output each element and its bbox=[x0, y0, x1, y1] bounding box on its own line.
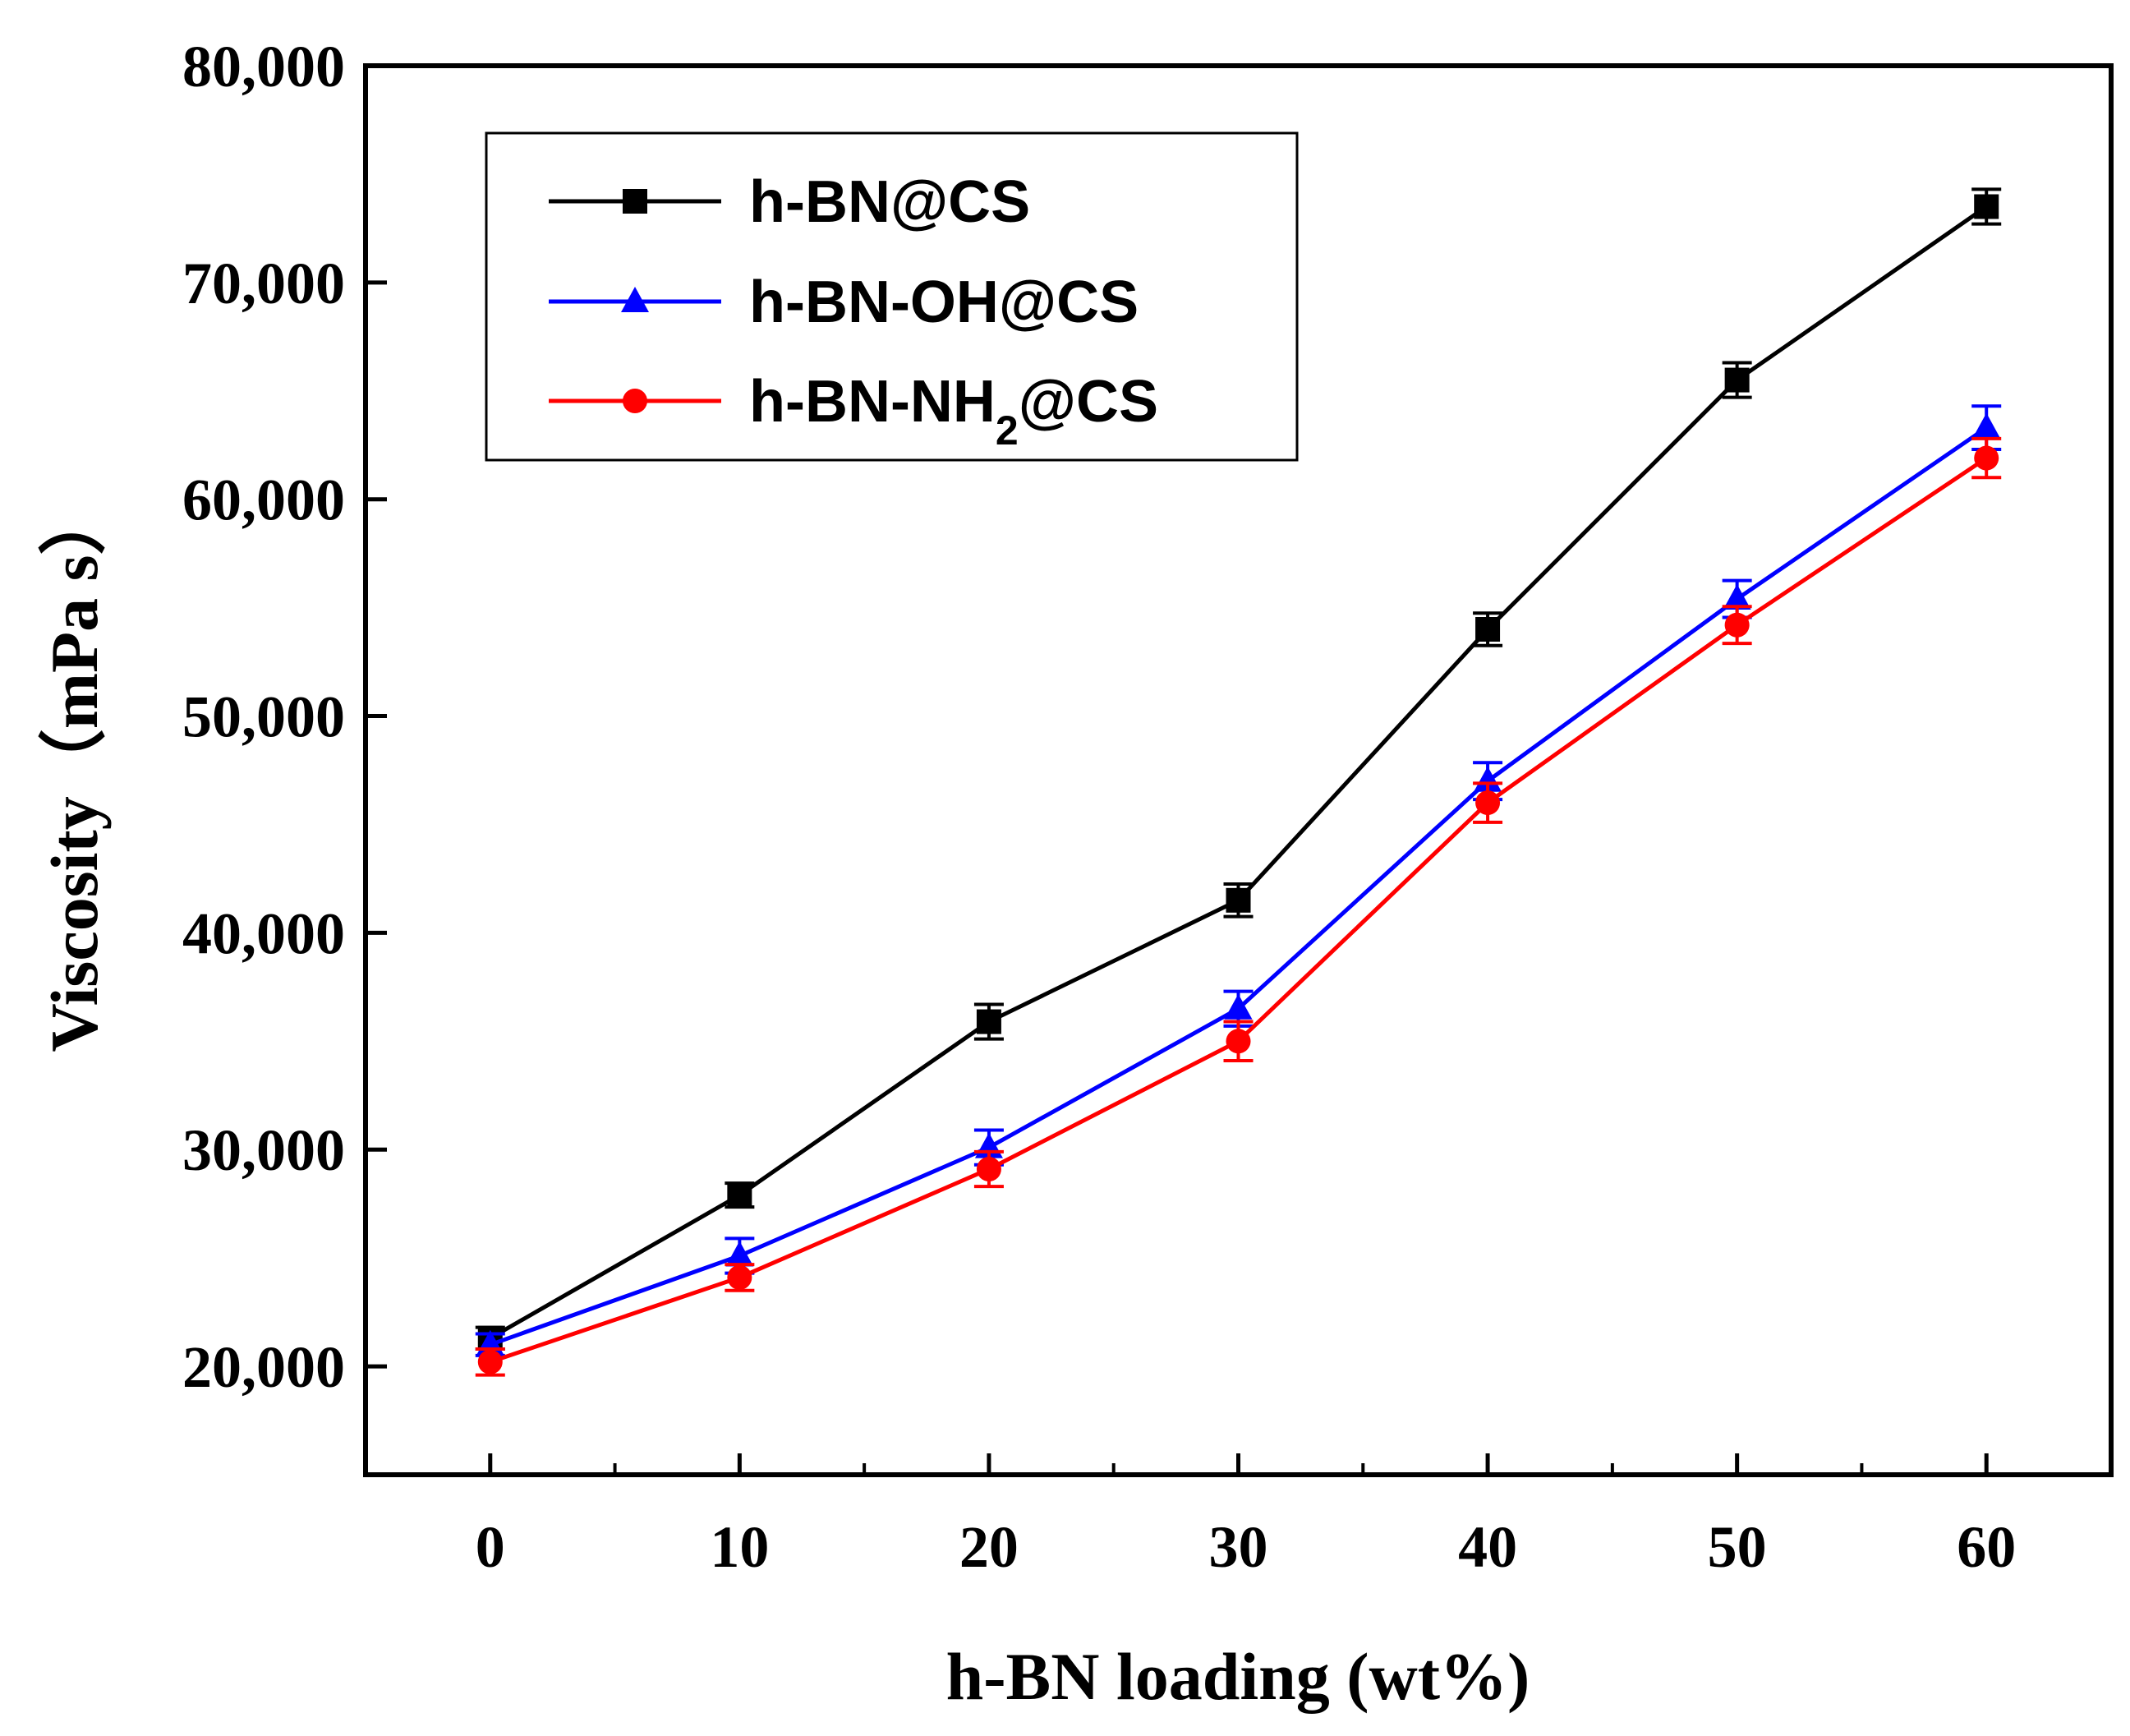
data-point bbox=[976, 1156, 1001, 1181]
x-tick-label: 60 bbox=[1957, 1514, 2016, 1580]
x-tick-label: 0 bbox=[476, 1514, 505, 1580]
y-tick-label: 20,000 bbox=[182, 1334, 345, 1400]
legend-marker bbox=[623, 389, 647, 413]
series-h-bn-cs bbox=[475, 187, 2002, 1351]
y-tick-label: 60,000 bbox=[182, 467, 345, 533]
data-point bbox=[976, 1009, 1001, 1034]
data-point bbox=[1474, 766, 1502, 792]
data-point bbox=[727, 1182, 752, 1208]
y-tick-label: 30,000 bbox=[182, 1117, 345, 1183]
legend-item-h-bn-cs: h-BN@CS bbox=[549, 169, 1030, 235]
y-axis-title: Viscosity（mPa s） bbox=[37, 487, 112, 1052]
data-point bbox=[727, 1264, 752, 1290]
legend-label-tail: @CS bbox=[1019, 369, 1158, 435]
legend-item-h-bn-oh-cs: h-BN-OH@CS bbox=[549, 269, 1139, 335]
y-tick-label: 80,000 bbox=[182, 34, 345, 99]
series-h-bn-nh2-cs bbox=[475, 436, 2002, 1377]
legend-label-subscript: 2 bbox=[996, 408, 1019, 454]
data-point bbox=[1226, 887, 1251, 913]
data-point bbox=[1226, 1029, 1251, 1054]
data-point bbox=[477, 1349, 503, 1375]
data-point bbox=[1475, 790, 1501, 816]
data-point bbox=[1724, 367, 1750, 393]
y-tick-label: 50,000 bbox=[182, 684, 345, 750]
data-point bbox=[725, 1241, 754, 1267]
data-point bbox=[1723, 584, 1751, 610]
x-tick-label: 50 bbox=[1708, 1514, 1767, 1580]
x-tick-labels: 0 10 20 30 40 50 60 bbox=[476, 1514, 2016, 1580]
x-axis-title: h-BN loading (wt%) bbox=[946, 1639, 1530, 1714]
x-tick-label: 20 bbox=[959, 1514, 1019, 1580]
legend-marker bbox=[623, 189, 647, 214]
data-point bbox=[1724, 612, 1750, 638]
legend-label: h-BN-OH@CS bbox=[749, 269, 1139, 335]
x-tick-label: 40 bbox=[1458, 1514, 1517, 1580]
data-point bbox=[1224, 993, 1253, 1020]
data-point bbox=[1972, 412, 2001, 439]
series-layer bbox=[475, 187, 2002, 1377]
y-tick-labels: 20,000 30,000 40,000 50,000 60,000 70,000 80,0… bbox=[182, 34, 345, 1400]
y-tick-label: 70,000 bbox=[182, 251, 345, 316]
x-tick-label: 10 bbox=[710, 1514, 769, 1580]
data-point bbox=[1475, 617, 1501, 642]
legend-box bbox=[485, 131, 1299, 462]
legend-marker bbox=[621, 287, 649, 312]
x-tick-label: 30 bbox=[1209, 1514, 1268, 1580]
data-point bbox=[1974, 445, 1999, 471]
plot-frame bbox=[363, 63, 2114, 1477]
data-point bbox=[1974, 194, 1999, 219]
legend-label: h-BN@CS bbox=[749, 169, 1030, 235]
legend: h-BN@CSh-BN-OH@CSh-BN-NH2@CS bbox=[485, 131, 1299, 462]
y-tick-label: 40,000 bbox=[182, 900, 345, 966]
